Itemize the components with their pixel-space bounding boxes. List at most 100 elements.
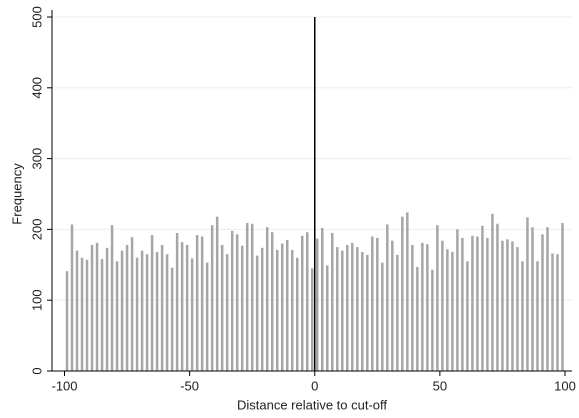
y-tick-label: 100 xyxy=(29,289,44,311)
bar xyxy=(366,254,369,371)
bar xyxy=(561,223,564,371)
bar xyxy=(170,267,174,371)
bar xyxy=(341,250,344,371)
bar xyxy=(135,257,139,371)
bar xyxy=(240,245,244,371)
bar xyxy=(316,238,319,371)
bar xyxy=(436,225,439,371)
bar xyxy=(190,258,194,371)
bar xyxy=(456,229,459,371)
bar xyxy=(466,261,469,371)
bar xyxy=(125,244,129,371)
bar xyxy=(551,253,554,371)
bar xyxy=(265,227,269,371)
bar xyxy=(401,216,404,371)
bar xyxy=(215,216,219,371)
x-tick-label: -100 xyxy=(51,378,77,393)
bar xyxy=(526,217,529,371)
bar xyxy=(250,223,254,371)
bar xyxy=(95,242,99,371)
bar xyxy=(471,235,474,371)
bar xyxy=(446,249,449,371)
bar xyxy=(70,224,74,371)
bar xyxy=(431,269,434,371)
bar xyxy=(65,271,69,371)
bar xyxy=(155,252,159,371)
bar xyxy=(541,234,544,371)
bar xyxy=(511,241,514,371)
y-axis-label: Frequency xyxy=(9,163,24,225)
bar xyxy=(290,249,294,371)
bar xyxy=(476,236,479,371)
bar xyxy=(105,247,109,371)
bar xyxy=(346,244,349,371)
bar xyxy=(175,232,179,371)
bar xyxy=(361,252,364,371)
x-tick-label: -50 xyxy=(180,378,199,393)
y-tick-label: 400 xyxy=(29,77,44,99)
bar xyxy=(461,237,464,371)
bar xyxy=(326,265,329,371)
y-tick-label: 500 xyxy=(29,6,44,28)
bar xyxy=(506,239,509,371)
bar xyxy=(185,244,189,371)
bar xyxy=(391,240,394,371)
y-tick-label: 300 xyxy=(29,148,44,170)
bar xyxy=(225,254,229,371)
bar xyxy=(396,254,399,371)
bar xyxy=(195,235,199,371)
bar xyxy=(411,244,414,371)
bar xyxy=(531,227,534,371)
bar xyxy=(536,261,539,371)
bar xyxy=(145,254,149,371)
bar xyxy=(481,225,484,371)
bar xyxy=(75,250,79,371)
bar xyxy=(516,247,519,371)
bar xyxy=(220,244,224,371)
bar xyxy=(386,224,389,371)
bar xyxy=(376,237,379,371)
bar xyxy=(235,234,239,371)
bar xyxy=(245,223,249,371)
bar xyxy=(255,255,259,371)
bar xyxy=(496,223,499,371)
bar xyxy=(421,242,424,371)
bar xyxy=(110,225,114,371)
bar xyxy=(556,254,559,371)
bar xyxy=(546,227,549,371)
bar xyxy=(356,247,359,371)
x-tick-label: 100 xyxy=(554,378,576,393)
bar xyxy=(381,262,384,371)
bar xyxy=(115,261,119,371)
bar xyxy=(165,254,169,371)
bar xyxy=(351,242,354,371)
bar xyxy=(130,237,134,371)
bar xyxy=(336,247,339,371)
bar xyxy=(285,240,289,371)
bar xyxy=(100,259,104,371)
x-tick-label: 50 xyxy=(433,378,447,393)
bar xyxy=(140,250,144,371)
bar xyxy=(426,244,429,371)
bar xyxy=(295,257,299,371)
bar xyxy=(491,213,494,371)
bar xyxy=(486,237,489,371)
bar xyxy=(310,268,314,371)
bar xyxy=(120,250,124,371)
bar xyxy=(501,240,504,371)
bar xyxy=(321,227,324,371)
bar xyxy=(210,225,214,371)
bar xyxy=(230,230,234,371)
bar xyxy=(371,236,374,371)
bar xyxy=(441,240,444,371)
bar xyxy=(416,266,419,371)
bar xyxy=(80,257,84,371)
bar xyxy=(90,244,94,371)
bar xyxy=(331,232,334,371)
bar xyxy=(85,259,89,371)
bar xyxy=(260,247,264,371)
y-tick-label: 200 xyxy=(29,219,44,241)
bar xyxy=(180,242,184,371)
bar xyxy=(280,243,284,371)
